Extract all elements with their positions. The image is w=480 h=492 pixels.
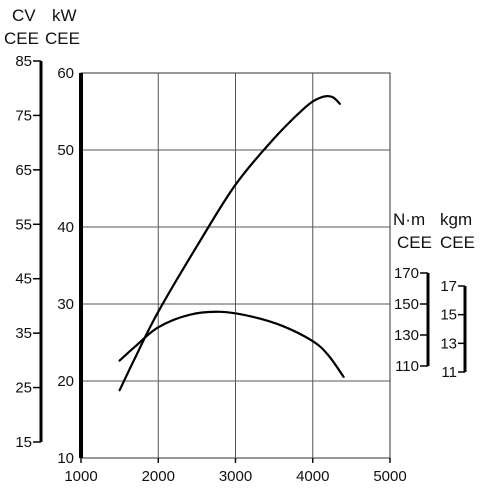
kw-unit-label: kW [52, 6, 77, 25]
nm-unit-label: N·m [393, 210, 425, 229]
cv-tick-label: 25 [15, 380, 32, 397]
nm-tick-label: 110 [395, 358, 419, 375]
kgm-cee-label: CEE [440, 233, 475, 252]
nm-tick-label: 150 [394, 296, 419, 313]
cv-tick-label: 55 [15, 216, 32, 233]
kgm-unit-label: kgm [440, 210, 472, 229]
x-tick-label: 5000 [373, 468, 406, 485]
curves-group [118, 95, 345, 392]
kgm-tick-label: 13 [440, 335, 457, 352]
kw-tick-label: 30 [57, 296, 74, 313]
nm-cee-label: CEE [397, 233, 432, 252]
cv-tick-label: 85 [15, 53, 32, 70]
x-tick-label: 1000 [64, 468, 97, 485]
kgm-tick-label: 15 [440, 307, 457, 324]
cv-tick-label: 65 [15, 162, 32, 179]
x-tick-label: 2000 [142, 468, 175, 485]
kw-cee-label: CEE [45, 29, 80, 48]
nm-tick-label: 130 [394, 327, 419, 344]
kgm-tick-label: 11 [441, 364, 457, 381]
power-curve [118, 95, 341, 392]
cv-tick-label: 75 [15, 107, 32, 124]
kw-tick-label: 60 [57, 65, 74, 82]
cv-tick-label: 45 [15, 271, 32, 288]
torque-curve [118, 310, 345, 378]
cv-tick-label: 15 [15, 434, 32, 451]
kw-tick-label: 10 [57, 450, 74, 467]
x-tick-label: 3000 [219, 468, 252, 485]
kw-tick-label: 20 [57, 373, 74, 390]
cv-tick-label: 35 [15, 325, 32, 342]
cv-unit-label: CV [12, 6, 36, 25]
cv-cee-label: CEE [4, 29, 39, 48]
x-tick-label: 4000 [296, 468, 329, 485]
axes-group: 1000 2000 3000 4000 5000 60 50 40 30 20 10 85 75 65 55… [15, 53, 467, 485]
kw-tick-label: 50 [57, 142, 74, 159]
kw-tick-label: 40 [57, 219, 74, 236]
kgm-tick-label: 17 [440, 278, 457, 295]
plot-area [80, 72, 391, 459]
nm-tick-label: 170 [394, 265, 419, 282]
